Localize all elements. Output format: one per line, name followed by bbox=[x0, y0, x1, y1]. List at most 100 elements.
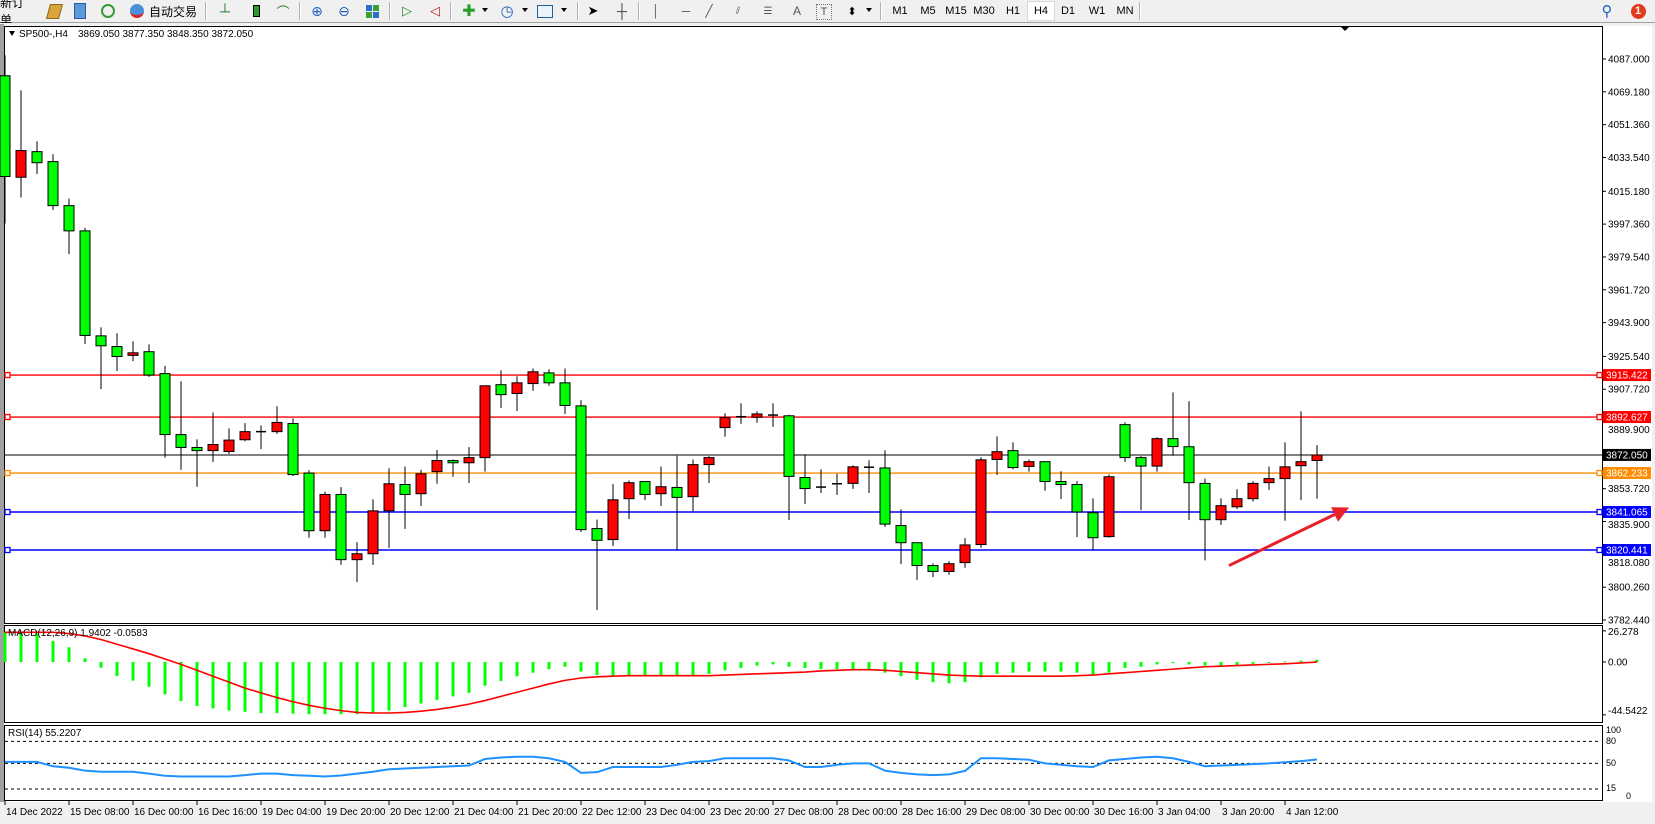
line-anchor-handle[interactable] bbox=[1596, 508, 1603, 516]
candle bbox=[415, 469, 427, 507]
cursor-icon[interactable]: ➤ bbox=[587, 3, 599, 18]
timeframe-mn-button[interactable]: MN bbox=[1116, 5, 1134, 17]
macd-histogram-bar bbox=[675, 662, 679, 677]
macd-histogram-bar bbox=[163, 662, 167, 695]
candle bbox=[607, 484, 619, 547]
macd-histogram-bar bbox=[899, 662, 903, 677]
line-anchor-handle[interactable] bbox=[4, 546, 11, 554]
line-anchor-handle[interactable] bbox=[4, 508, 11, 516]
text-label-tool-button[interactable]: T bbox=[816, 4, 832, 20]
templates-icon[interactable] bbox=[536, 1, 554, 21]
candle bbox=[191, 439, 203, 487]
text-tool-button[interactable]: A bbox=[789, 1, 805, 21]
timeframe-h1-button[interactable]: H1 bbox=[1005, 5, 1021, 17]
separator bbox=[389, 2, 391, 20]
data-window-icon[interactable] bbox=[70, 1, 90, 21]
macd-histogram-bar bbox=[883, 662, 887, 673]
tile-windows-icon[interactable] bbox=[363, 1, 381, 21]
candle bbox=[95, 327, 107, 390]
price-line-label-bg bbox=[1603, 369, 1651, 382]
auto-trading-button[interactable]: 自动交易 bbox=[148, 1, 198, 21]
chart-shift-icon[interactable]: ▷ bbox=[402, 3, 412, 18]
candle-body bbox=[319, 493, 331, 532]
periods-dropdown-icon[interactable] bbox=[522, 8, 528, 12]
candle-body bbox=[1071, 484, 1083, 513]
crosshair-icon[interactable]: ┼ bbox=[617, 3, 627, 19]
horizontal-line-icon[interactable]: ─ bbox=[681, 4, 691, 18]
navigator-icon[interactable] bbox=[98, 1, 118, 21]
timeframe-d1-button[interactable]: D1 bbox=[1060, 5, 1076, 17]
candle bbox=[1023, 459, 1035, 472]
line-anchor-handle[interactable] bbox=[1596, 371, 1603, 379]
candle bbox=[864, 460, 874, 493]
line-anchor-handle[interactable] bbox=[4, 371, 11, 379]
zoom-out-icon[interactable]: ⊖ bbox=[338, 2, 350, 19]
macd-histogram-bar bbox=[931, 662, 935, 683]
candlestick-chart-icon[interactable] bbox=[247, 1, 265, 21]
candle bbox=[991, 436, 1003, 475]
separator bbox=[205, 2, 207, 20]
candle bbox=[1295, 411, 1307, 501]
candle bbox=[111, 333, 123, 372]
rsi-axis-label: 100 bbox=[1606, 725, 1621, 735]
trendline-icon[interactable]: ╱ bbox=[705, 4, 713, 18]
macd-histogram-bar bbox=[963, 662, 967, 683]
line-chart-icon[interactable]: ⌒ bbox=[276, 4, 290, 20]
time-axis-label: 23 Dec 04:00 bbox=[646, 807, 706, 818]
chart-shift-marker-icon[interactable] bbox=[1340, 26, 1350, 31]
search-icon[interactable]: ⚲ bbox=[1601, 3, 1613, 20]
candle-body bbox=[783, 415, 795, 477]
line-anchor-handle[interactable] bbox=[1596, 546, 1603, 554]
macd-histogram-bar bbox=[259, 662, 263, 713]
vertical-line-icon[interactable]: │ bbox=[652, 4, 660, 18]
arrows-icon[interactable]: ⬍ bbox=[847, 5, 857, 18]
line-anchor-handle[interactable] bbox=[4, 413, 11, 421]
candle bbox=[447, 459, 459, 477]
line-anchor-handle[interactable] bbox=[1596, 469, 1603, 477]
line-anchor-handle[interactable] bbox=[4, 469, 11, 477]
equidistant-channel-icon[interactable]: ⫽ bbox=[735, 5, 741, 17]
templates-dropdown-icon[interactable] bbox=[561, 8, 567, 12]
candle-body bbox=[527, 371, 539, 385]
candle-body bbox=[175, 434, 187, 448]
candle bbox=[719, 413, 731, 437]
timeframe-m30-button[interactable]: M30 bbox=[973, 5, 995, 17]
time-axis-label: 28 Dec 00:00 bbox=[838, 807, 898, 818]
rsi-axis-label: 80 bbox=[1606, 736, 1616, 746]
zoom-in-icon[interactable]: ⊕ bbox=[311, 2, 323, 19]
macd-histogram-bar bbox=[19, 632, 23, 662]
candle bbox=[671, 455, 683, 551]
timeframe-m5-button[interactable]: M5 bbox=[920, 5, 936, 17]
candle-body bbox=[751, 413, 763, 418]
candle bbox=[399, 466, 411, 529]
periods-clock-icon[interactable]: ◷ bbox=[500, 3, 514, 20]
candle-body bbox=[63, 205, 75, 232]
timeframe-m15-button[interactable]: M15 bbox=[945, 5, 967, 17]
indicators-icon[interactable]: ✚ bbox=[462, 3, 476, 20]
candle bbox=[351, 542, 363, 583]
timeframe-w1-button[interactable]: W1 bbox=[1088, 5, 1106, 17]
macd-histogram-bar bbox=[1171, 662, 1175, 664]
notifications-button[interactable]: 1 bbox=[1627, 1, 1649, 21]
indicators-dropdown-icon[interactable] bbox=[482, 8, 488, 12]
candle bbox=[751, 411, 763, 423]
price-line-label: 3915.422 bbox=[1606, 371, 1648, 382]
bar-chart-icon[interactable]: ┴ bbox=[220, 3, 230, 19]
candle bbox=[768, 403, 778, 427]
candle-body bbox=[1135, 457, 1147, 467]
candle-body bbox=[367, 510, 379, 555]
fibonacci-icon[interactable]: ☰ bbox=[763, 5, 773, 17]
timeframe-h4-button[interactable]: H4 bbox=[1027, 1, 1055, 21]
line-anchor-handle[interactable] bbox=[1596, 413, 1603, 421]
candle bbox=[1311, 445, 1323, 499]
candle bbox=[687, 459, 699, 512]
candle bbox=[1231, 489, 1243, 510]
candle-body bbox=[191, 446, 203, 452]
timeframe-m1-button[interactable]: M1 bbox=[892, 5, 908, 17]
auto-scroll-icon[interactable]: ◁ bbox=[430, 3, 440, 18]
auto-trading-icon[interactable] bbox=[126, 1, 148, 21]
arrows-dropdown-icon[interactable] bbox=[866, 8, 872, 12]
candle bbox=[127, 341, 139, 362]
candle-body bbox=[351, 553, 363, 561]
